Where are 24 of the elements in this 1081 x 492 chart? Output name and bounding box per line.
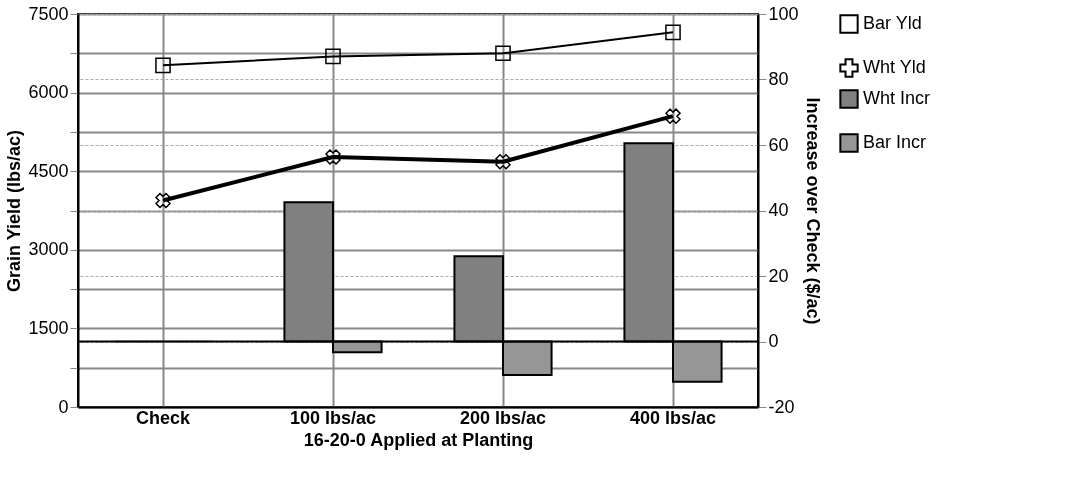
legend-label: Wht Incr — [863, 88, 931, 108]
y-tick-label: 0 — [58, 396, 69, 417]
y2-tick-label: 100 — [768, 3, 799, 24]
legend-label: Bar Incr — [863, 132, 927, 152]
y2-tick-label: 20 — [768, 265, 789, 286]
legend-label: Wht Yld — [863, 57, 926, 77]
y2-tick-label: 40 — [768, 200, 789, 220]
legend-label: Bar Yld — [863, 13, 922, 33]
x-axis-title: 16-20-0 Applied at Planting — [303, 429, 534, 450]
y-tick-label: 1500 — [28, 317, 69, 338]
x-tick-label: 400 lbs/ac — [629, 407, 717, 428]
y2-tick-label: 60 — [768, 134, 789, 155]
x-tick-label: Check — [135, 407, 191, 428]
x-tick-label: 200 lbs/ac — [459, 407, 547, 428]
y-tick-label: 4500 — [28, 160, 69, 181]
y2-tick-label: 0 — [768, 331, 779, 351]
x-tick-label: 100 lbs/ac — [289, 407, 377, 428]
y-tick-label: 3000 — [28, 239, 69, 260]
y-tick-label: 7500 — [28, 3, 69, 24]
y2-axis-title: Increase over Check ($/ac) — [802, 97, 823, 325]
y-tick-label: 6000 — [28, 82, 69, 103]
y-axis-title: Grain Yield (lbs/ac) — [4, 129, 25, 293]
y2-tick-label: 80 — [768, 69, 789, 89]
y2-tick-label: -20 — [768, 396, 795, 417]
